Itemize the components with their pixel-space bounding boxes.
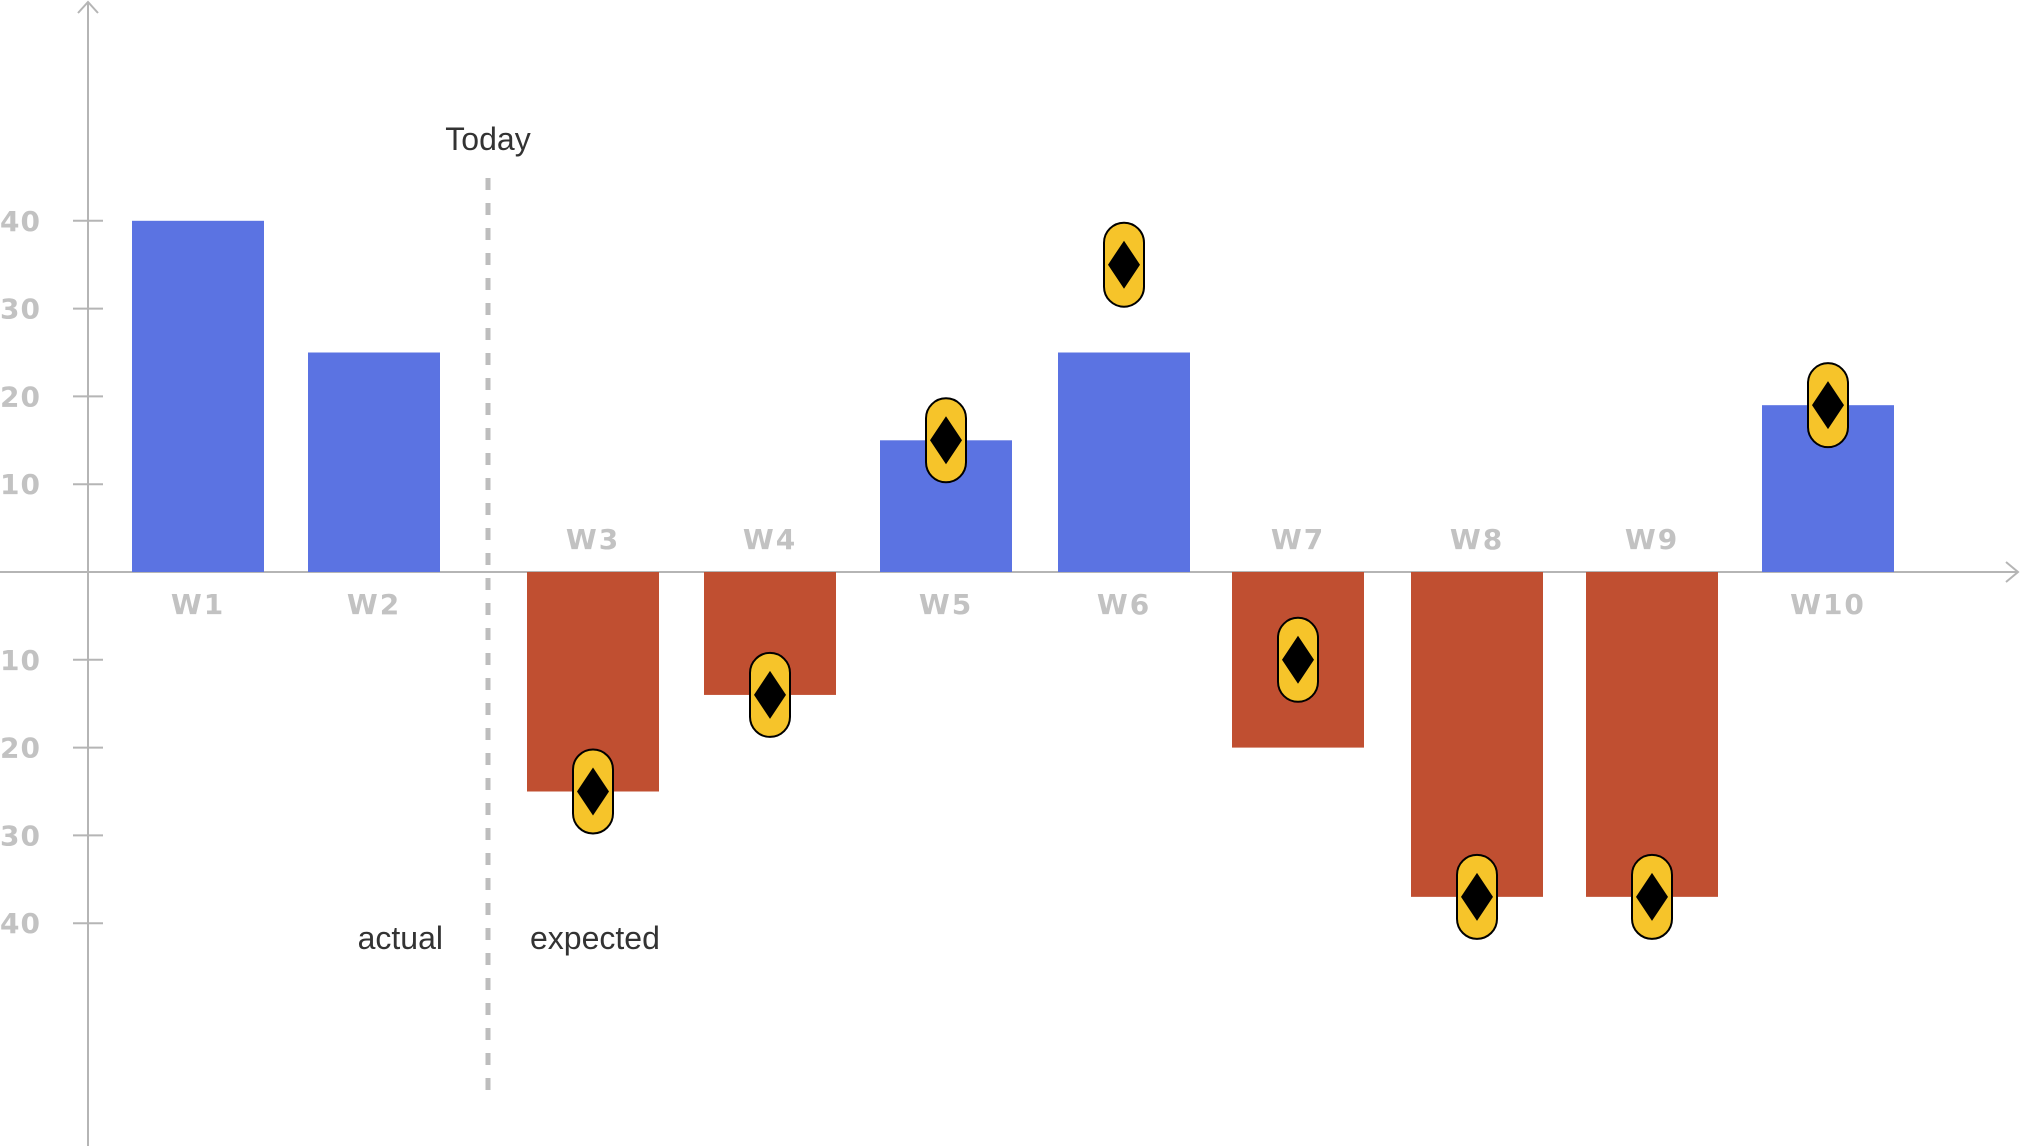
category-label: W8 xyxy=(1450,523,1504,556)
category-label: W3 xyxy=(566,523,620,556)
today-label: Today xyxy=(445,121,530,157)
diamond-icon xyxy=(1812,381,1844,430)
category-label: W7 xyxy=(1271,523,1325,556)
marker-w6 xyxy=(1103,221,1145,308)
diamond-icon xyxy=(930,416,962,465)
bar-w8 xyxy=(1411,572,1543,897)
marker-w7 xyxy=(1277,616,1319,703)
y-tick-label: 30 xyxy=(0,293,41,326)
bar-w1 xyxy=(132,220,264,573)
category-label: W5 xyxy=(919,588,973,621)
bar-w9 xyxy=(1586,572,1718,897)
marker-w9 xyxy=(1631,853,1673,940)
y-axis-arrow xyxy=(77,0,99,14)
marker-w3 xyxy=(572,748,614,835)
today-divider: Today actual expected xyxy=(358,121,660,1090)
category-label: W2 xyxy=(347,588,401,621)
diamond-icon xyxy=(1636,872,1668,921)
y-tick-label: 40 xyxy=(0,205,41,238)
bar-w6 xyxy=(1058,352,1190,572)
y-tick-label: 20 xyxy=(0,380,41,413)
marker-w4 xyxy=(749,651,791,738)
x-axis-arrow xyxy=(2005,561,2020,583)
diamond-icon xyxy=(577,767,609,816)
y-ticks: 10 20 30 40 10 20 30 40 xyxy=(0,205,103,940)
y-tick-label: 40 xyxy=(0,907,41,940)
diamond-icon xyxy=(1108,240,1140,289)
bar-w2 xyxy=(308,352,440,572)
markers xyxy=(572,221,1849,940)
bars xyxy=(132,220,1894,897)
category-labels: W1 W2 W3 W4 W5 W6 W7 W8 W9 W10 xyxy=(171,523,1866,621)
category-label: W6 xyxy=(1097,588,1151,621)
category-label: W1 xyxy=(171,588,225,621)
y-tick-label: 10 xyxy=(0,644,41,677)
y-tick-label: 30 xyxy=(0,819,41,852)
category-label: W4 xyxy=(743,523,797,556)
actual-label: actual xyxy=(358,920,443,956)
marker-w5 xyxy=(925,397,967,484)
diamond-icon xyxy=(754,670,786,719)
y-tick-label: 10 xyxy=(0,468,41,501)
category-label: W9 xyxy=(1625,523,1679,556)
marker-w10 xyxy=(1807,362,1849,449)
category-label: W10 xyxy=(1790,588,1866,621)
diamond-icon xyxy=(1282,635,1314,684)
marker-w8 xyxy=(1456,853,1498,940)
y-tick-label: 20 xyxy=(0,732,41,765)
diamond-icon xyxy=(1461,872,1493,921)
expected-label: expected xyxy=(530,920,660,956)
